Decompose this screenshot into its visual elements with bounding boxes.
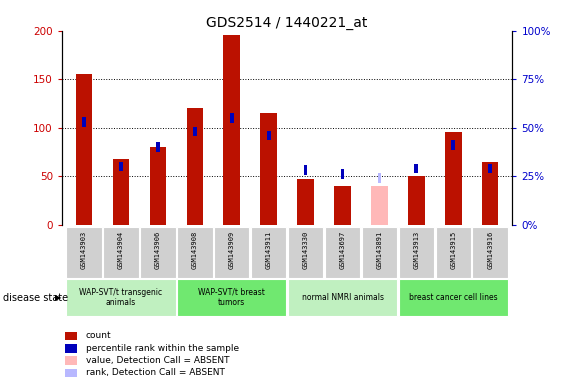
Bar (445, 132, 462, 225)
Bar (452, 140, 455, 150)
Bar (76, 74, 92, 225)
FancyBboxPatch shape (399, 227, 434, 278)
FancyBboxPatch shape (361, 227, 397, 278)
FancyBboxPatch shape (288, 227, 323, 278)
FancyBboxPatch shape (177, 227, 213, 278)
Bar (341, 169, 345, 179)
FancyBboxPatch shape (66, 227, 102, 278)
Text: GSM143909: GSM143909 (229, 231, 235, 269)
FancyBboxPatch shape (251, 227, 287, 278)
Bar (119, 162, 123, 171)
Bar (414, 164, 418, 173)
Bar (150, 147, 166, 225)
Bar (482, 162, 498, 225)
Text: WAP-SVT/t breast
tumors: WAP-SVT/t breast tumors (198, 288, 265, 307)
Bar (230, 113, 234, 123)
Text: ▶: ▶ (55, 293, 62, 302)
Text: GSM143908: GSM143908 (192, 231, 198, 269)
Text: GSM143904: GSM143904 (118, 231, 124, 269)
Text: GSM143915: GSM143915 (450, 231, 456, 269)
Text: GSM143913: GSM143913 (413, 231, 419, 269)
FancyBboxPatch shape (214, 227, 249, 278)
FancyBboxPatch shape (103, 227, 138, 278)
Bar (304, 166, 307, 175)
Text: percentile rank within the sample: percentile rank within the sample (86, 344, 239, 353)
Bar (371, 186, 388, 225)
Text: normal NMRI animals: normal NMRI animals (302, 293, 383, 302)
Title: GDS2514 / 1440221_at: GDS2514 / 1440221_at (207, 16, 368, 30)
FancyBboxPatch shape (140, 227, 176, 278)
Text: GSM143906: GSM143906 (155, 231, 161, 269)
FancyBboxPatch shape (66, 279, 176, 316)
FancyBboxPatch shape (325, 227, 360, 278)
Text: GSM143911: GSM143911 (266, 231, 272, 269)
Text: count: count (86, 331, 111, 341)
Text: rank, Detection Call = ABSENT: rank, Detection Call = ABSENT (86, 368, 225, 377)
Text: breast cancer cell lines: breast cancer cell lines (409, 293, 498, 302)
Text: GSM143916: GSM143916 (487, 231, 493, 269)
FancyBboxPatch shape (472, 227, 508, 278)
Bar (224, 35, 240, 225)
Text: GSM143903: GSM143903 (81, 231, 87, 269)
Text: GSM143697: GSM143697 (339, 231, 346, 269)
Text: WAP-SVT/t transgenic
animals: WAP-SVT/t transgenic animals (79, 288, 163, 307)
Bar (297, 179, 314, 225)
Bar (408, 176, 425, 225)
Bar (334, 186, 351, 225)
Bar (378, 173, 381, 183)
Bar (267, 131, 270, 140)
FancyBboxPatch shape (288, 279, 397, 316)
Bar (113, 159, 129, 225)
Bar (156, 142, 160, 152)
Bar (193, 127, 196, 136)
FancyBboxPatch shape (436, 227, 471, 278)
FancyBboxPatch shape (177, 279, 287, 316)
Text: disease state: disease state (3, 293, 68, 303)
Bar (488, 164, 492, 173)
Text: GSM143330: GSM143330 (302, 231, 309, 269)
Bar (186, 108, 203, 225)
Bar (82, 117, 86, 127)
Text: value, Detection Call = ABSENT: value, Detection Call = ABSENT (86, 356, 229, 365)
Bar (260, 113, 277, 225)
Text: GSM143891: GSM143891 (377, 231, 382, 269)
FancyBboxPatch shape (399, 279, 508, 316)
